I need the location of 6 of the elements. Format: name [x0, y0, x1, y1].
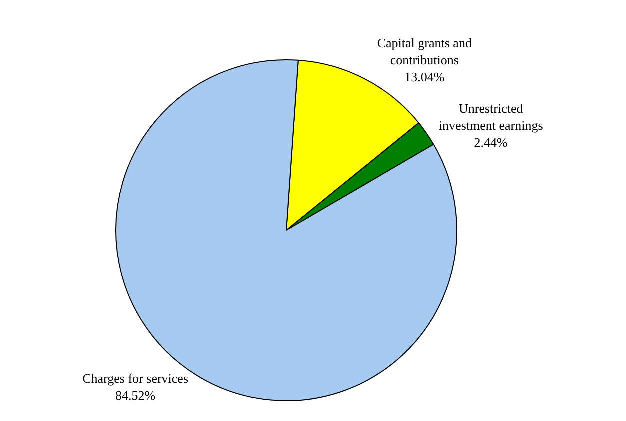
slice-label: Charges for services	[82, 370, 189, 386]
data-label: 84.52%	[116, 388, 156, 403]
slice-label: Capital grants and contributions	[377, 36, 472, 68]
data-label: 2.44%	[474, 135, 508, 150]
slice-label: Unrestricted investment earnings	[438, 101, 544, 134]
data-label: 13.04%	[404, 69, 445, 84]
